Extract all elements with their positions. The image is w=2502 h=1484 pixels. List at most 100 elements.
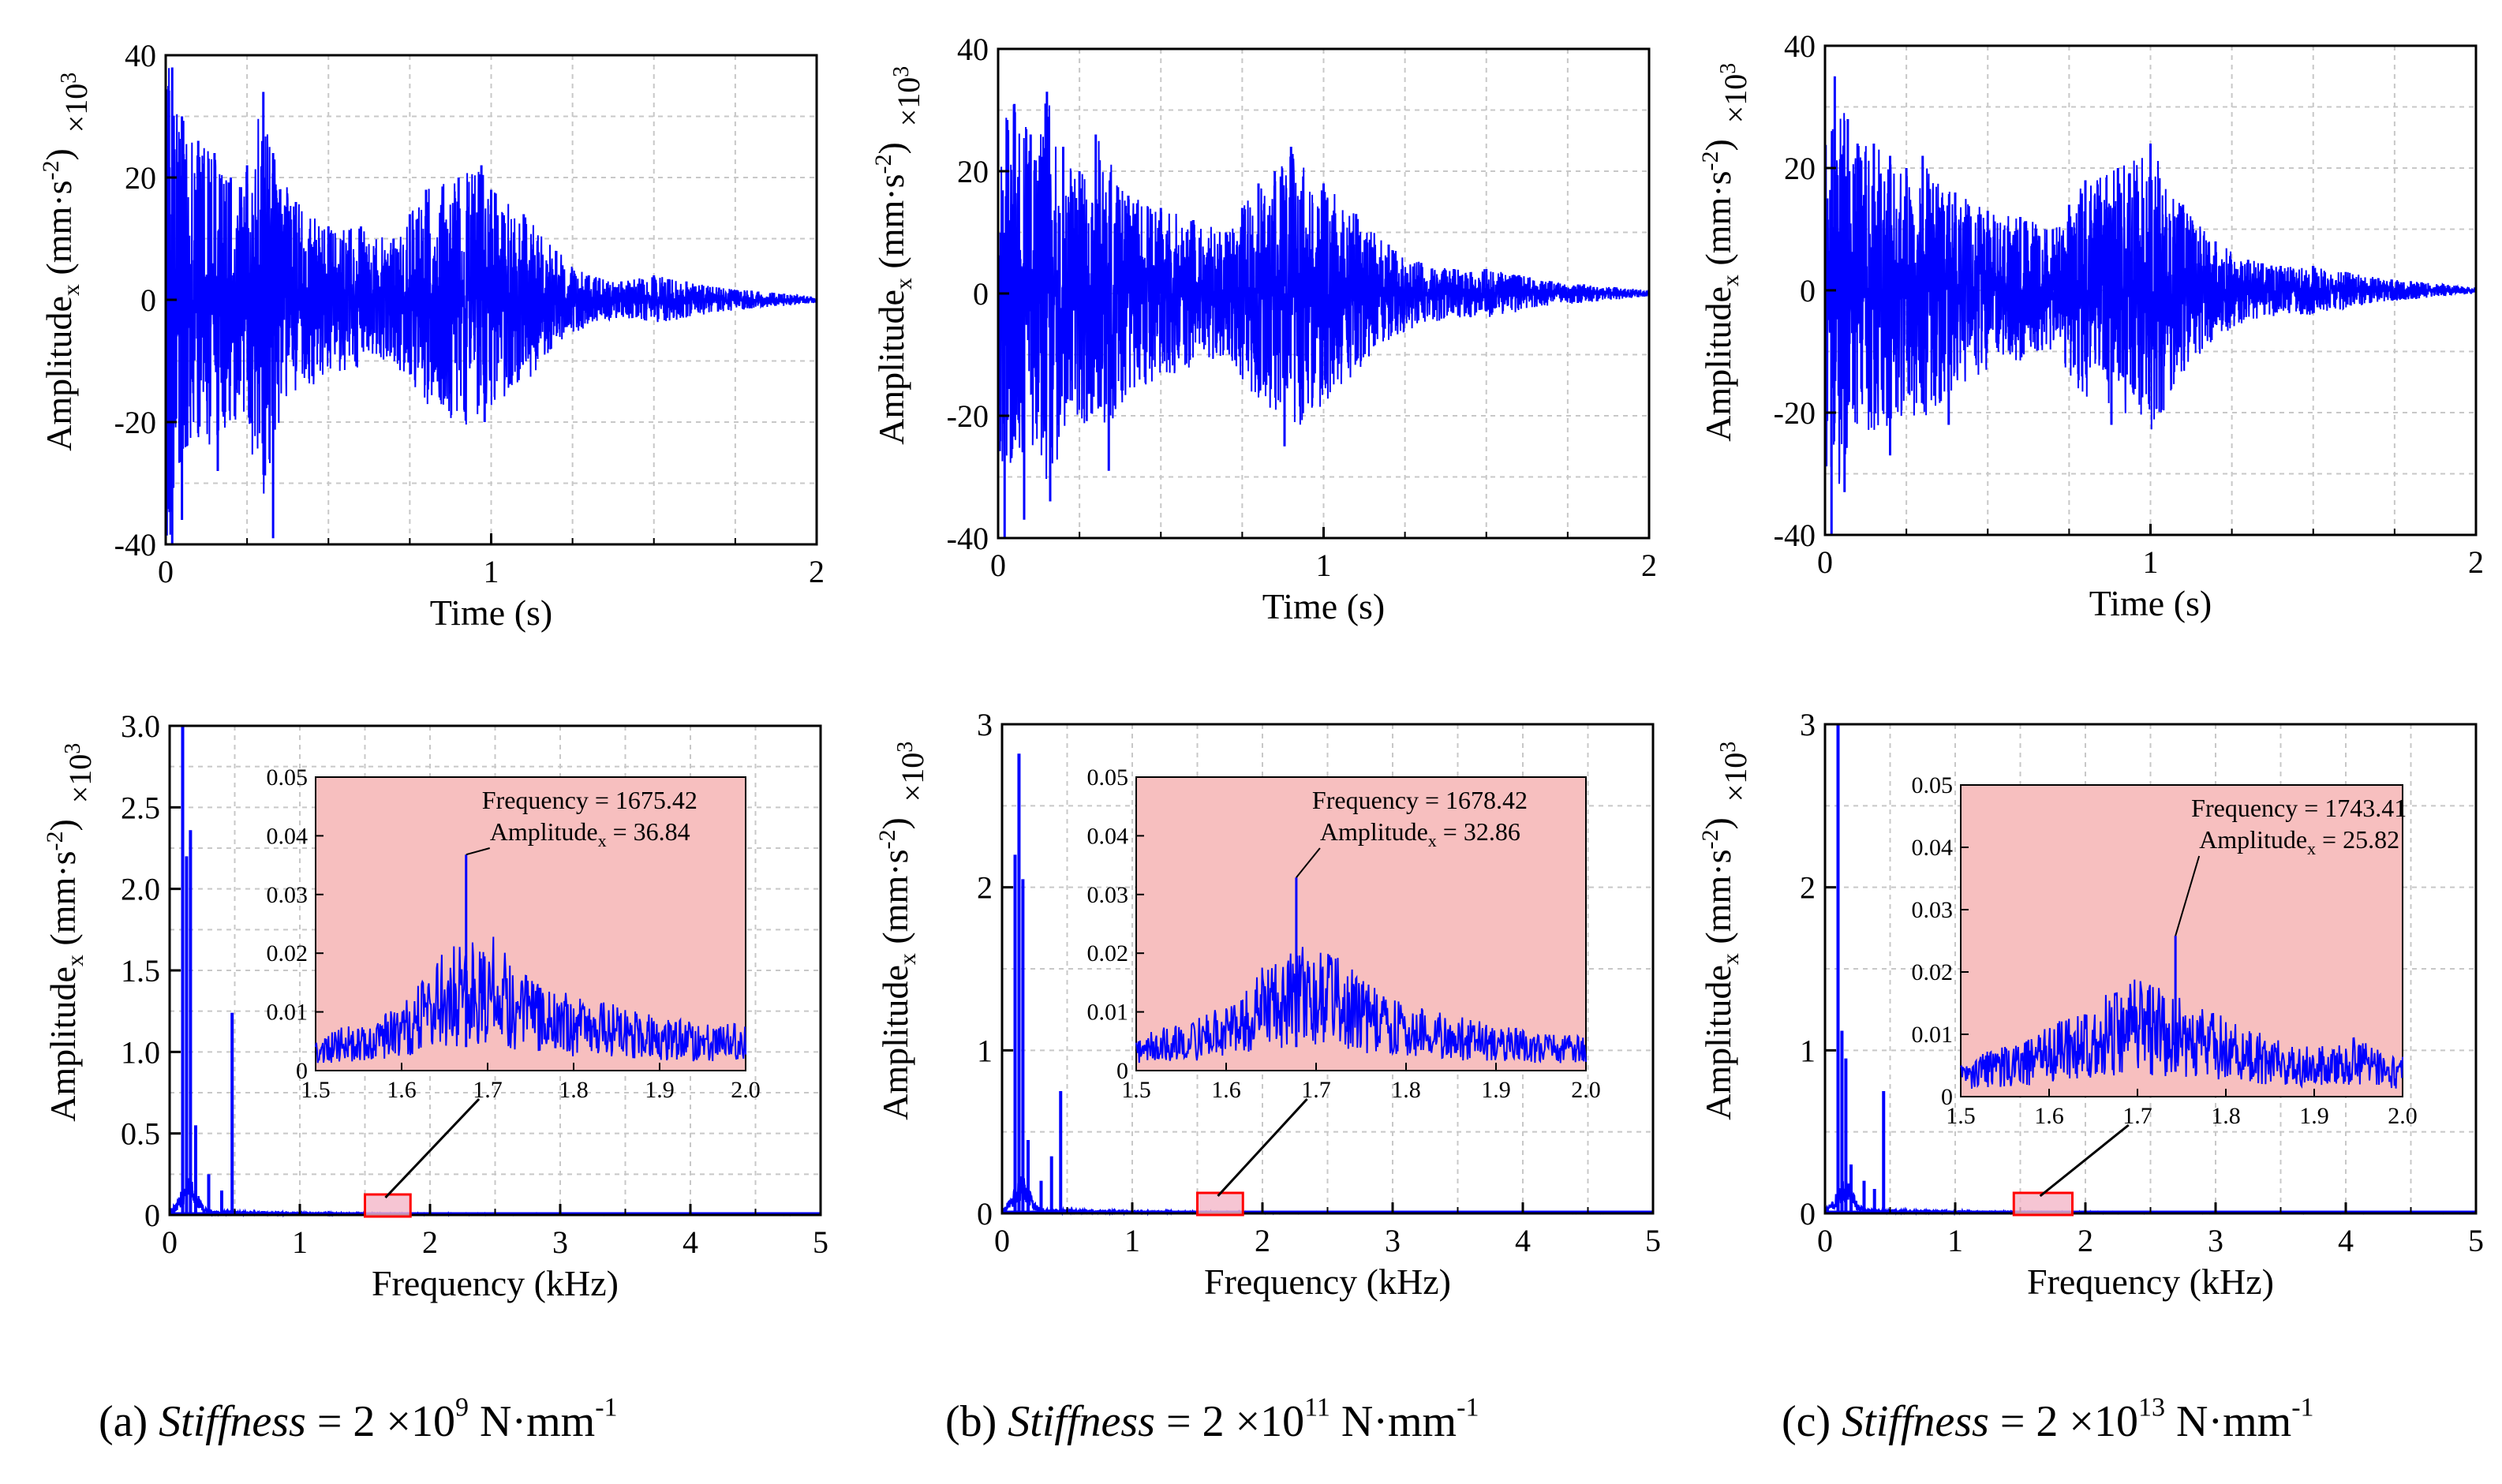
y-label-main: Amplitude (1698, 965, 1738, 1120)
y-tick-label: -40 (114, 527, 156, 563)
y-axis-label: Amplitudex (mm·s-2) (42, 819, 88, 1122)
annotation-leader (2175, 855, 2201, 936)
x-tick-label: 5 (813, 1224, 828, 1260)
inset-x-tick-label: 1.6 (2034, 1103, 2064, 1129)
y-label-unit-sup: -2 (42, 831, 68, 850)
inset-panel: 1.5 1.6 1.7 1.8 1.9 2.0 0 0.01 0.02 0.03 0.04 0.05 F… (1087, 764, 1601, 1103)
x-axis-label: Frequency (kHz) (1204, 1262, 1451, 1302)
y-tick-label: 40 (957, 32, 989, 67)
y-tick-label: 1 (977, 1033, 993, 1068)
annotation-amp-value: = 25.82 (2316, 825, 2399, 854)
inset-y-tick-label: 0.04 (267, 823, 309, 849)
inset-y-tick-label: 0.01 (1912, 1022, 1954, 1048)
y-tick-label: -20 (1774, 395, 1816, 431)
inset-x-tick-label: 2.0 (2388, 1103, 2418, 1129)
x-tick-label: 2 (1641, 548, 1657, 583)
inset-x-tick-label: 2.0 (731, 1077, 761, 1103)
x-tick-label: 1 (1947, 1223, 1963, 1258)
inset-y-tick-label: 0.04 (1087, 823, 1129, 849)
x-axis-label: Time (s) (2089, 583, 2212, 623)
y-tick-label: 2 (1800, 870, 1816, 906)
y-multiplier-exp: 3 (893, 742, 918, 753)
y-label-unit-sup: -2 (1697, 829, 1723, 849)
y-tick-label: 0 (144, 1198, 160, 1233)
inset-y-tick-label: 0.03 (267, 882, 309, 908)
annotation-amp-main: Amplitude (490, 817, 598, 846)
annotation-leader (1296, 847, 1321, 878)
y-label-unit: (mm·s (39, 180, 79, 284)
y-axis-label: Amplitudex (mm·s-2) (1697, 139, 1744, 442)
y-axis-label: Amplitudex (mm·s-2) (870, 142, 917, 445)
y-tick-label: 2 (977, 870, 993, 906)
y-tick-label: 1.0 (121, 1034, 160, 1070)
inset-y-tick-label: 0 (1116, 1058, 1128, 1084)
y-axis-label: Amplitudex (mm·s-2) (874, 817, 921, 1120)
inset-x-tick-label: 2.0 (1571, 1077, 1601, 1103)
y-label-unit-close: ) (39, 148, 79, 160)
y-tick-label: 2.0 (121, 872, 160, 907)
y-multiplier: ×103 (1716, 742, 1753, 802)
y-multiplier-base: ×10 (895, 753, 930, 802)
inset-x-tick-label: 1.7 (473, 1077, 503, 1103)
inset-panel: 1.5 1.6 1.7 1.8 1.9 2.0 0 0.01 0.02 0.03 0.04 0.05 F… (267, 764, 761, 1103)
x-tick-label: 0 (162, 1224, 178, 1260)
y-multiplier: ×103 (1716, 63, 1753, 124)
x-tick-label: 0 (158, 554, 174, 589)
y-label-unit-close: ) (43, 819, 83, 831)
inset-x-tick-label: 1.5 (301, 1077, 331, 1103)
panel-b-time: 0 1 2 -40 -20 0 20 40 Time (s) Amplitudex (mm·s-2… (870, 32, 1657, 626)
x-tick-label: 1 (292, 1224, 308, 1260)
y-label-unit: (mm·s (871, 174, 911, 278)
y-label-unit: (mm·s (1698, 849, 1738, 953)
inset-y-tick-label: 0.05 (1912, 772, 1954, 798)
x-tick-label: 5 (1645, 1223, 1661, 1258)
y-multiplier-exp: 3 (1716, 63, 1741, 74)
y-label-unit-close: ) (1698, 817, 1738, 829)
y-multiplier-base: ×10 (1718, 74, 1753, 124)
y-label-main: Amplitude (871, 290, 911, 445)
x-tick-label: 1 (1316, 548, 1332, 583)
inset-y-tick-label: 0.01 (1087, 1000, 1129, 1026)
y-axis-label: Amplitudex (mm·s-2) (38, 148, 84, 451)
y-label-unit: (mm·s (43, 850, 83, 955)
inset-y-tick-label: 0.05 (267, 764, 309, 791)
x-tick-label: 0 (1817, 1223, 1833, 1258)
y-multiplier: ×103 (57, 73, 94, 133)
x-tick-label: 5 (2468, 1223, 2484, 1258)
inset-y-tick-label: 0.04 (1912, 835, 1954, 861)
y-label-sub: x (58, 284, 84, 296)
y-multiplier-base: ×10 (62, 754, 98, 804)
y-multiplier-exp: 3 (1716, 742, 1741, 753)
x-tick-label: 0 (990, 548, 1006, 583)
y-tick-label: 3 (977, 707, 993, 742)
annotation-amp-sub: x (2307, 839, 2316, 858)
inset-x-tick-label: 1.6 (1211, 1077, 1241, 1103)
zoom-box (1196, 1191, 1244, 1217)
inset-x-tick-label: 1.7 (2122, 1103, 2152, 1129)
inset-annotation-frequency: Frequency = 1675.42 (482, 786, 697, 814)
x-tick-label: 3 (2208, 1223, 2223, 1258)
x-axis-label: Frequency (kHz) (372, 1263, 619, 1303)
y-tick-label: 0 (1800, 273, 1816, 308)
x-tick-label: 4 (1515, 1223, 1531, 1258)
inset-x-tick-label: 1.5 (1121, 1077, 1151, 1103)
zoom-connector (384, 1097, 481, 1199)
inset-y-tick-label: 0.02 (1087, 940, 1129, 966)
inset-y-tick-label: 0.03 (1912, 897, 1954, 923)
x-tick-label: 1 (1124, 1223, 1140, 1258)
inset-y-tick-label: 0.05 (1087, 764, 1129, 791)
y-label-unit: (mm·s (875, 849, 915, 953)
y-tick-label: 40 (125, 38, 156, 73)
y-multiplier: ×103 (889, 66, 926, 127)
x-tick-label: 0 (994, 1223, 1010, 1258)
x-tick-label: 0 (1817, 544, 1833, 580)
inset-x-tick-label: 1.9 (2299, 1103, 2329, 1129)
inset-spectrum (315, 936, 746, 1063)
x-tick-label: 2 (2078, 1223, 2093, 1258)
inset-y-tick-label: 0.02 (267, 940, 309, 966)
inset-x-tick-label: 1.9 (645, 1077, 675, 1103)
y-tick-label: 0 (973, 276, 989, 312)
x-tick-label: 4 (683, 1224, 698, 1260)
panel-a-time: 0 1 2 -40 -20 0 20 40 Time (s) Amplitudex (mm·s-2… (38, 38, 825, 633)
